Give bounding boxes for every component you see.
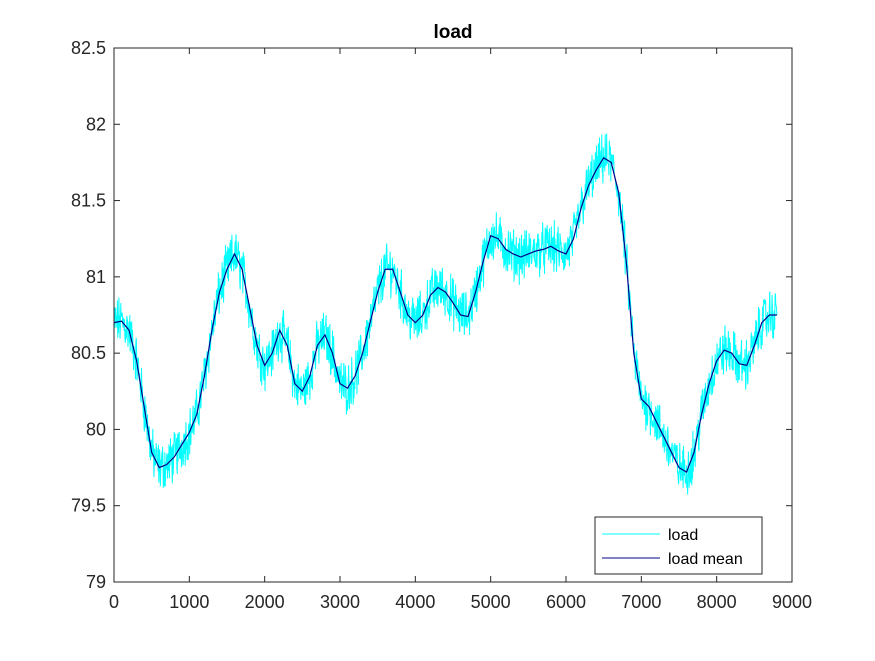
y-tick-label: 81 bbox=[86, 267, 106, 287]
series-line-load bbox=[113, 133, 778, 495]
x-tick-label: 9000 bbox=[772, 592, 812, 612]
chart-title: load bbox=[433, 22, 472, 43]
legend-label-load: load bbox=[668, 527, 698, 544]
y-tick-label: 80.5 bbox=[71, 343, 106, 363]
legend: load load mean bbox=[594, 516, 763, 575]
series-layer bbox=[113, 133, 778, 495]
x-tick-label: 2000 bbox=[245, 592, 285, 612]
x-tick-label: 3000 bbox=[320, 592, 360, 612]
legend-box bbox=[594, 516, 763, 575]
y-tick-label: 81.5 bbox=[71, 191, 106, 211]
legend-label-load-mean: load mean bbox=[668, 551, 743, 568]
y-tick-label: 82 bbox=[86, 114, 106, 134]
y-tick-label: 80 bbox=[86, 419, 106, 439]
x-tick-label: 7000 bbox=[621, 592, 661, 612]
y-tick-label: 79.5 bbox=[71, 496, 106, 516]
x-tick-label: 8000 bbox=[697, 592, 737, 612]
series-line-load-mean bbox=[113, 157, 777, 474]
axes-box bbox=[113, 47, 793, 583]
y-axis: 79 79.5 80 80.5 81 81.5 82 82.5 bbox=[71, 38, 792, 592]
x-tick-label: 4000 bbox=[395, 592, 435, 612]
y-tick-label: 79 bbox=[86, 572, 106, 592]
x-tick-label: 0 bbox=[109, 592, 119, 612]
x-axis: 0 1000 2000 3000 4000 5000 6000 7000 8000 9000 bbox=[109, 48, 812, 612]
plot-area bbox=[114, 48, 792, 582]
x-tick-label: 6000 bbox=[546, 592, 586, 612]
x-tick-label: 5000 bbox=[471, 592, 511, 612]
x-tick-label: 1000 bbox=[169, 592, 209, 612]
y-tick-label: 82.5 bbox=[71, 38, 106, 58]
